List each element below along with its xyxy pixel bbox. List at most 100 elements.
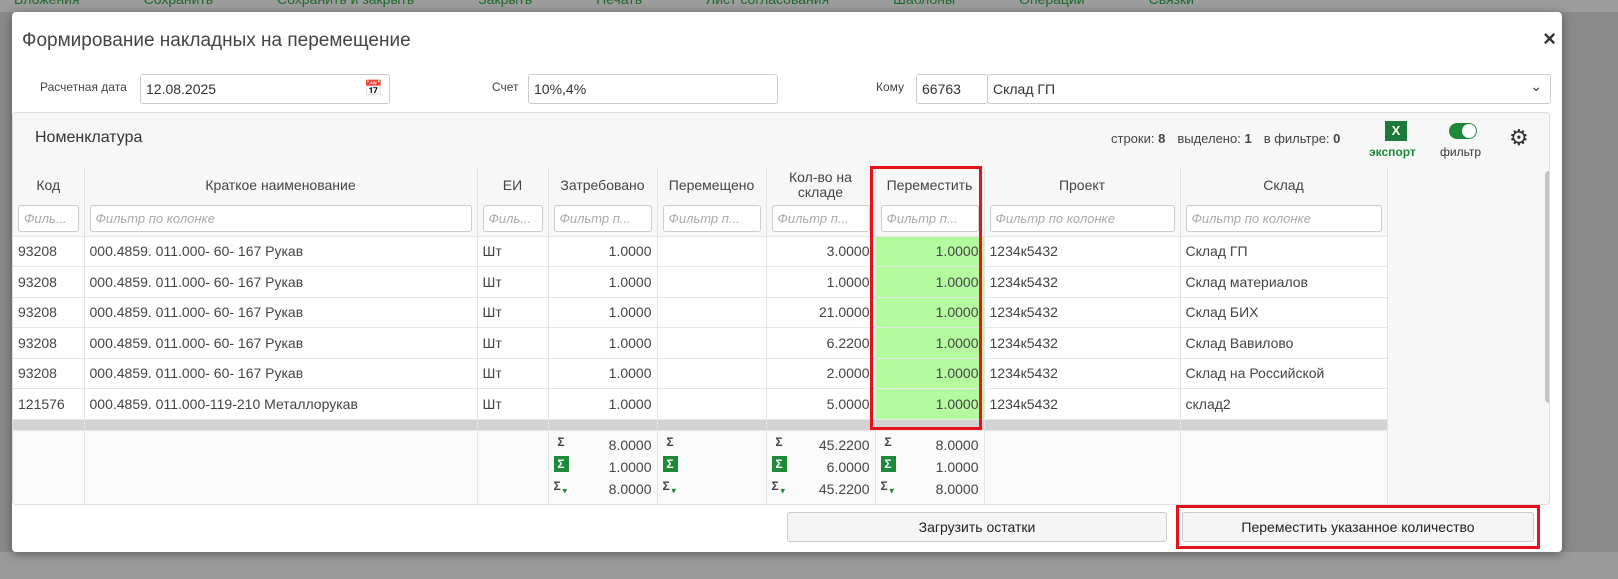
table-cell: 2.0000 [766, 358, 876, 389]
toolbar-item[interactable]: Операции [1019, 0, 1085, 7]
column-header[interactable]: Переместить [875, 168, 985, 202]
totals-cell [1180, 430, 1388, 504]
sum-icon: Σ [557, 434, 565, 449]
column-header[interactable]: Перемещено [657, 168, 767, 202]
table-row[interactable]: 93208 000.4859. 011.000- 60- 167 Рукав Шт 1… [13, 358, 1388, 389]
move-quantity-button[interactable]: Переместить указанное количество [1182, 512, 1534, 542]
table-cell: 1.0000 [548, 266, 658, 298]
filter-cell: Фильтр п... [548, 202, 658, 237]
column-header[interactable]: Склад [1180, 168, 1388, 202]
total-line-sum: Σ [663, 434, 761, 456]
filter-cell: Фильтр по колонке [84, 202, 478, 237]
table-cell [477, 419, 549, 431]
totals-cell [477, 430, 549, 504]
selected-label: выделено: [1177, 131, 1241, 146]
annotation-highlight-column [870, 166, 982, 430]
table-cell: 000.4859. 011.000- 60- 167 Рукав [84, 297, 478, 328]
vertical-scrollbar[interactable] [1545, 171, 1549, 403]
filter-toggle[interactable] [1449, 123, 1477, 139]
column-filter-input[interactable]: Фильтр по колонке [89, 205, 472, 233]
toolbar-item[interactable]: Печать [596, 0, 642, 7]
table-cell: 93208 [13, 358, 85, 389]
column-filter-input[interactable]: Фильтр п... [553, 205, 652, 233]
column-header[interactable]: Проект [984, 168, 1181, 202]
table-row[interactable]: 121576 000.4859. 011.000-119-210 Металлор… [13, 388, 1388, 420]
table-cell[interactable]: 1.0000 [875, 266, 985, 298]
column-filter-input[interactable]: Фильтр п... [771, 205, 870, 233]
calendar-icon[interactable]: 📅 [364, 80, 383, 97]
table-cell[interactable]: 1.0000 [875, 327, 985, 359]
table-cell [1180, 419, 1388, 431]
table-cell: 5.0000 [766, 388, 876, 420]
filter-cell: Фильтр п... [657, 202, 767, 237]
toolbar-item[interactable]: Шаблоны [893, 0, 955, 7]
toolbar-item[interactable]: Сохранить и закрыть [277, 0, 414, 7]
column-filter-input[interactable]: Фильтр п... [880, 205, 979, 233]
column-header[interactable]: Краткое наименование [84, 168, 478, 202]
table-cell [657, 236, 767, 267]
total-line-filtered: Σ▼ 8.0000 [554, 478, 652, 500]
table-cell: 000.4859. 011.000- 60- 167 Рукав [84, 266, 478, 298]
table-cell: 000.4859. 011.000- 60- 167 Рукав [84, 236, 478, 267]
to-code-input[interactable]: 66763 [916, 74, 988, 104]
table-cell [657, 388, 767, 420]
chevron-down-icon[interactable]: ⌄ [1530, 78, 1542, 94]
sum-icon: Σ [775, 434, 783, 449]
toolbar-item[interactable]: Лист согласования [706, 0, 829, 7]
total-value: 8.0000 [935, 480, 979, 497]
table-cell: 1234к5432 [984, 266, 1181, 298]
table-cell[interactable]: 1.0000 [875, 388, 985, 420]
column-header[interactable]: Затребовано [548, 168, 658, 202]
table-cell [657, 297, 767, 328]
table-cell[interactable]: 1.0000 [875, 297, 985, 328]
column-filter-input[interactable]: Филь... [482, 205, 543, 233]
export-button[interactable]: экспорт [1369, 145, 1416, 159]
table-row-partial[interactable] [13, 419, 1388, 431]
toolbar-item[interactable]: Закрыть [478, 0, 532, 7]
transfer-dialog: Формирование накладных на перемещение × … [12, 12, 1562, 552]
toolbar-item[interactable]: Связки [1149, 0, 1194, 7]
filter-toggle-label: фильтр [1440, 145, 1482, 159]
sum-icon: Σ [666, 434, 674, 449]
gear-icon[interactable]: ⚙ [1509, 125, 1529, 150]
table-cell: Склад на Российской [1180, 358, 1388, 389]
column-header[interactable]: ЕИ [477, 168, 549, 202]
close-icon[interactable]: × [1543, 26, 1556, 51]
nomenclature-grid: Номенклатура строки: 8 выделено: 1 в фильт… [12, 112, 1550, 505]
table-cell: 1234к5432 [984, 236, 1181, 267]
column-filter-input[interactable]: Фильтр по колонке [989, 205, 1175, 233]
table-cell[interactable]: 1.0000 [875, 236, 985, 267]
toolbar-item[interactable]: Сохранить [144, 0, 214, 7]
column-filter-input[interactable]: Филь... [18, 205, 79, 233]
table-cell [548, 419, 658, 431]
table-row[interactable]: 93208 000.4859. 011.000- 60- 167 Рукав Шт 1… [13, 266, 1388, 298]
column-filter-input[interactable]: Фильтр п... [662, 205, 761, 233]
table-cell: 1234к5432 [984, 358, 1181, 389]
table-cell [984, 419, 1181, 431]
table-cell: 000.4859. 011.000-119-210 Металлорукав [84, 388, 478, 420]
total-value: 8.0000 [608, 436, 652, 453]
table-row[interactable]: 93208 000.4859. 011.000- 60- 167 Рукав Шт 1… [13, 297, 1388, 328]
total-value: 1.0000 [935, 458, 979, 475]
load-balances-button[interactable]: Загрузить остатки [787, 512, 1167, 542]
table-row[interactable]: 93208 000.4859. 011.000- 60- 167 Рукав Шт 1… [13, 236, 1388, 267]
column-header[interactable]: Код [13, 168, 85, 202]
selected-sum-icon: Σ [662, 455, 678, 472]
column-filter-input[interactable]: Фильтр по колонке [1185, 205, 1382, 233]
totals-cell: Σ 8.0000 Σ 1.0000 Σ▼ 8.0000 [875, 430, 985, 504]
account-input[interactable]: 10%,4% [528, 74, 778, 104]
table-cell: 000.4859. 011.000- 60- 167 Рукав [84, 327, 478, 359]
table-cell [657, 358, 767, 389]
date-input[interactable]: 12.08.2025 📅 [140, 74, 390, 104]
total-line-selected: Σ [662, 455, 761, 478]
total-line-selected: Σ 6.0000 [771, 455, 870, 478]
table-row[interactable]: 93208 000.4859. 011.000- 60- 167 Рукав Шт 1… [13, 327, 1388, 359]
table-cell: 1.0000 [548, 327, 658, 359]
toolbar-item[interactable]: Вложения [14, 0, 80, 7]
excel-export-icon[interactable]: X [1385, 121, 1407, 141]
table-cell[interactable]: 1.0000 [875, 358, 985, 389]
to-warehouse-select[interactable]: Склад ГП ⌄ [987, 74, 1551, 104]
table-cell: Склад БИХ [1180, 297, 1388, 328]
column-header[interactable]: Кол-во на складе [766, 168, 876, 202]
table-cell [657, 419, 767, 431]
